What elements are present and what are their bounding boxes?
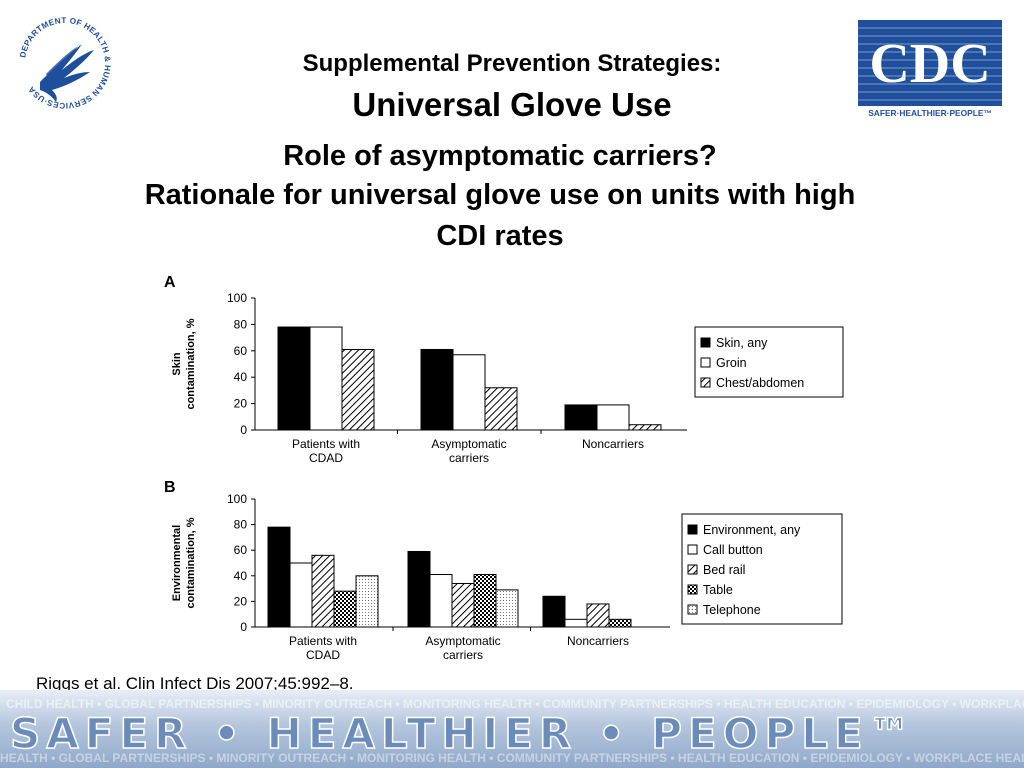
eagle-icon <box>40 44 94 102</box>
chart-panel-a: A Skin contamination, % 0 20 40 60 80 100 Patient… <box>164 274 844 465</box>
bar <box>429 574 453 628</box>
x-category-label: Asymptomatic <box>425 634 500 648</box>
y-tick-label: 40 <box>234 370 248 384</box>
legend-box <box>694 326 844 398</box>
legend-swatch <box>700 377 711 388</box>
y-tick-label: 80 <box>234 518 248 532</box>
x-category-label: Noncarriers <box>582 437 644 451</box>
bar <box>341 348 375 431</box>
panel-label: A <box>164 274 176 291</box>
y-axis-title: Skin contamination, % <box>171 318 197 409</box>
bar <box>473 574 497 628</box>
bar <box>289 562 313 628</box>
legend-box <box>681 513 843 625</box>
y-axis-title: Environmental contamination, % <box>171 517 197 608</box>
bar <box>309 326 343 431</box>
banner-text: SAFER • HEALTHIER • PEOPLE™ <box>10 709 917 758</box>
legend-swatch <box>687 584 698 595</box>
y-axis-title-line: contamination, % <box>185 517 197 608</box>
x-category-label: Asymptomatic <box>431 437 506 451</box>
citation: Riggs et al. Clin Infect Dis 2007;45:992… <box>36 674 354 693</box>
y-axis-title-line: contamination, % <box>185 318 197 409</box>
cdc-logo: CDC SAFER·HEALTHIER·PEOPLE™ <box>858 20 1002 118</box>
legend-label: Bed rail <box>703 563 745 577</box>
bar <box>311 554 335 628</box>
heading-line-1: Role of asymptomatic carriers? <box>283 140 717 172</box>
cdc-mark: CDC <box>869 33 990 95</box>
x-category-label: carriers <box>443 648 483 662</box>
bar <box>628 424 662 431</box>
heading-line-2: Rationale for universal glove use on uni… <box>144 179 856 211</box>
x-category-label: Patients with <box>292 437 360 451</box>
x-category-label: carriers <box>449 451 489 465</box>
x-category-label: CDAD <box>306 648 340 662</box>
bar <box>564 618 588 628</box>
bar <box>451 582 475 628</box>
footer-banner: CHILD HEALTH • GLOBAL PARTNERSHIPS • MIN… <box>0 690 1024 768</box>
bar <box>564 404 598 431</box>
legend-swatch <box>700 337 711 348</box>
legend-swatch <box>700 357 711 368</box>
legend-label: Chest/abdomen <box>716 376 804 390</box>
y-tick-label: 100 <box>227 291 247 305</box>
bar <box>407 550 431 628</box>
slide-subtitle: Supplemental Prevention Strategies: <box>302 50 722 77</box>
legend-label: Telephone <box>703 603 761 617</box>
banner-backdrop-text-2: CHILD HEALTH • GLOBAL PARTNERSHIPS • MIN… <box>0 751 1024 765</box>
bar <box>495 589 519 628</box>
legend-swatch <box>687 544 698 555</box>
legend-label: Groin <box>716 356 747 370</box>
bar <box>586 603 610 628</box>
legend-label: Call button <box>703 543 763 557</box>
bar <box>267 526 291 628</box>
y-tick-label: 60 <box>234 344 248 358</box>
bar <box>333 590 357 628</box>
x-category-label: Noncarriers <box>567 634 629 648</box>
panel-label: B <box>164 479 176 496</box>
y-tick-label: 100 <box>227 492 247 506</box>
legend-label: Skin, any <box>716 336 768 350</box>
banner-backdrop-text-1: CHILD HEALTH • GLOBAL PARTNERSHIPS • MIN… <box>6 697 1024 711</box>
y-tick-label: 40 <box>234 569 248 583</box>
slide-title: Universal Glove Use <box>352 86 672 123</box>
y-axis-title-line: Skin <box>171 352 183 376</box>
legend-label: Table <box>703 583 733 597</box>
x-category-label: Patients with <box>289 634 357 648</box>
y-tick-label: 0 <box>240 423 247 437</box>
legend-swatch <box>687 524 698 535</box>
heading-line-3: CDI rates <box>436 220 564 252</box>
y-tick-label: 20 <box>234 397 248 411</box>
legend-label: Environment, any <box>703 523 801 537</box>
chart-panel-b: B Environmental contamination, % 0 20 40 60 80 1… <box>164 479 843 662</box>
y-tick-label: 60 <box>234 543 248 557</box>
bar <box>542 595 566 628</box>
legend-swatch <box>687 604 698 615</box>
bar <box>484 387 518 431</box>
bar <box>420 348 454 431</box>
bar <box>452 354 486 431</box>
bar <box>355 575 379 628</box>
y-tick-label: 0 <box>240 620 247 634</box>
y-tick-label: 20 <box>234 594 248 608</box>
legend: Skin, any Groin Chest/abdomen <box>694 326 844 398</box>
bar <box>277 326 311 431</box>
legend: Environment, any Call button Bed rail Table… <box>681 513 843 625</box>
y-axis-title-line: Environmental <box>171 525 183 601</box>
cdc-tagline: SAFER·HEALTHIER·PEOPLE™ <box>868 108 992 118</box>
legend-swatch <box>687 564 698 575</box>
bar <box>608 618 632 628</box>
hhs-logo: DEPARTMENT OF HEALTH & HUMAN SERVICES·US… <box>18 16 111 110</box>
x-category-label: CDAD <box>309 451 343 465</box>
y-tick-label: 80 <box>234 317 248 331</box>
bar <box>596 404 630 431</box>
